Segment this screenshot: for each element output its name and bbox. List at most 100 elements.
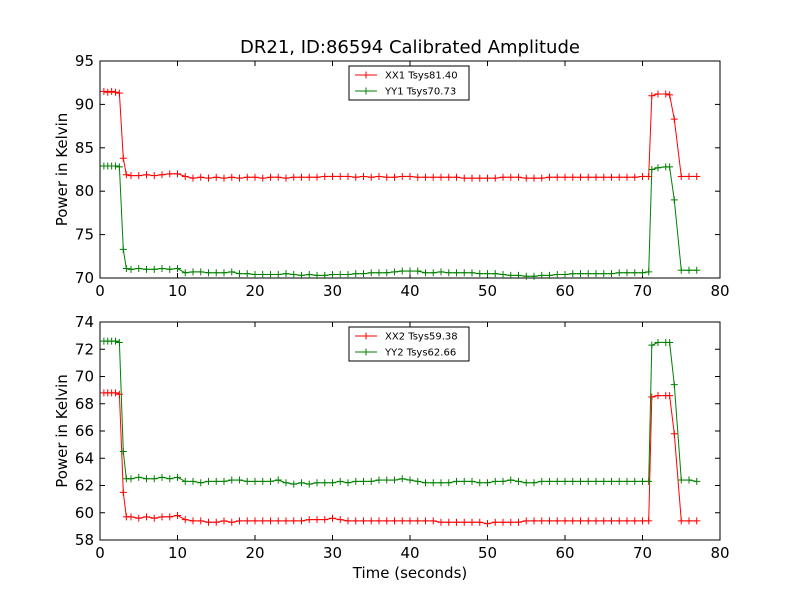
bottom-series-xx2-point <box>538 517 546 525</box>
bottom-series-xx2-point <box>615 517 623 525</box>
bottom-series-yy2-point <box>530 479 538 487</box>
bottom-series-xx2-point <box>220 517 228 525</box>
top-series-xx1-point <box>670 115 678 123</box>
top-x-tick-label: 70 <box>633 282 652 300</box>
top-series-xx1-point <box>119 154 127 162</box>
bottom-series-xx2-point <box>360 517 367 525</box>
top-y-tick-label: 80 <box>75 182 94 200</box>
bottom-y-axis-label: Power in Kelvin <box>53 374 71 488</box>
bottom-series-xx2-point <box>577 517 584 525</box>
bottom-x-tick-label: 60 <box>555 544 574 562</box>
top-series-yy1-point <box>623 269 631 277</box>
top-series-yy1-point <box>259 271 267 279</box>
bottom-series-xx2-point <box>267 517 274 525</box>
bottom-series-yy2-point <box>670 381 678 389</box>
top-y-tick-label: 90 <box>75 95 94 113</box>
top-series-yy1-point <box>538 271 546 279</box>
bottom-series-xx2-point <box>429 517 437 525</box>
top-series-xx1-point <box>476 174 484 182</box>
bottom-y-tick-label: 74 <box>75 313 94 331</box>
top-series-yy1-point <box>648 166 656 173</box>
top-series-xx1-point <box>561 173 569 181</box>
bottom-series-yy2-point <box>305 480 313 488</box>
bottom-series-xx2-point <box>143 513 150 521</box>
top-series-yy1-point <box>329 271 336 279</box>
top-series-yy1-point <box>615 269 623 277</box>
bottom-series-yy2-point <box>274 476 282 484</box>
top-series-xx1-point <box>648 92 656 100</box>
bottom-series-xx2-point <box>414 517 422 525</box>
top-series-xx1-point <box>228 173 236 181</box>
bottom-series-xx2-point <box>654 392 662 400</box>
bottom-series-yy2-point <box>414 477 422 485</box>
bottom-series-yy2-point <box>112 337 119 345</box>
top-series-yy1-point <box>220 269 228 277</box>
bottom-series-yy2-point <box>282 479 290 487</box>
bottom-series-xx2-point <box>561 517 569 525</box>
top-series-xx1-point <box>460 174 468 182</box>
top-series-xx1-point <box>546 173 553 181</box>
top-series-xx1-point <box>654 90 662 98</box>
bottom-series-xx2-point <box>484 520 491 528</box>
bottom-series-yy2-point <box>290 480 298 488</box>
bottom-ticks: 0 10 20 30 40 50 60 70 80 58 60 62 64 66 68 70 72 74 <box>75 313 730 562</box>
top-series-xx1-point <box>685 172 693 180</box>
bottom-series-xx2-point <box>166 513 174 521</box>
top-series-xx1-point <box>122 171 130 179</box>
top-y-tick-label: 95 <box>75 52 94 70</box>
bottom-series-yy2-point <box>115 338 123 346</box>
top-series-yy1-point <box>143 265 150 273</box>
top-y-tick-label: 70 <box>75 269 94 287</box>
bottom-series-yy2-point <box>654 338 662 346</box>
bottom-series-xx2-point <box>313 516 321 524</box>
top-series-yy1-point <box>344 271 352 279</box>
bottom-series-xx2-point <box>189 517 197 525</box>
bottom-series-xx2-point <box>336 516 344 524</box>
top-x-tick-label: 0 <box>95 282 105 300</box>
bottom-series-yy2-point <box>507 476 515 484</box>
bottom-series-xx2-point <box>290 517 298 525</box>
top-y-tick-label: 85 <box>75 139 94 157</box>
bottom-series-yy2-point <box>344 479 352 487</box>
bottom-y-tick-label: 72 <box>75 340 94 358</box>
bottom-series-yy2-point <box>321 479 329 487</box>
top-series-yy1-point <box>391 268 398 276</box>
bottom-series-xx2-point <box>422 517 429 525</box>
top-series-yy1-legend-label: YY1 Tsys70.73 <box>384 87 456 98</box>
bottom-x-tick-label: 50 <box>478 544 497 562</box>
top-series-yy1-point <box>398 267 406 275</box>
bottom-series-xx2-point <box>507 518 515 526</box>
top-series-xx1-point <box>158 171 166 179</box>
top-series-xx1-point <box>112 88 119 96</box>
top-series-yy1-point <box>243 270 251 278</box>
bottom-series-yy2-point <box>251 477 259 485</box>
bottom-x-tick-label: 20 <box>245 544 264 562</box>
top-series-yy1-point <box>476 270 484 278</box>
top-series-xx1-point <box>259 174 267 182</box>
top-series-yy1-point <box>212 269 220 277</box>
top-ticks: 0 10 20 30 40 50 60 70 80 70 75 80 85 90 95 <box>75 52 730 300</box>
bottom-series-yy2-point <box>228 476 236 484</box>
top-series-xx1-point <box>522 174 530 182</box>
top-series-xx1-point <box>243 173 251 181</box>
bottom-series-xx2-point <box>677 517 685 525</box>
top-series-xx1-point <box>336 172 344 180</box>
bottom-series-xx2-point <box>648 393 656 401</box>
bottom-x-tick-label: 30 <box>323 544 342 562</box>
bottom-series-yy2-point <box>666 338 674 346</box>
top-series-xx1-point <box>499 173 507 181</box>
top-series-xx1-point <box>274 173 282 181</box>
bottom-series-xx2-point <box>329 514 336 522</box>
top-series-xx1-point <box>166 170 174 178</box>
bottom-series-yy2-point <box>639 477 646 485</box>
top-x-tick-label: 10 <box>168 282 187 300</box>
bottom-legend: XX2 Tsys59.38 YY2 Tsys62.66 <box>348 326 470 362</box>
bottom-series-yy2-point <box>158 473 166 481</box>
top-series-xx1-point <box>600 173 608 181</box>
top-series-yy1-point <box>515 271 522 279</box>
top-series-xx1-point <box>623 173 631 181</box>
bottom-series-xx2-point <box>305 516 313 524</box>
top-series-xx1-point <box>577 173 584 181</box>
bottom-y-tick-label: 70 <box>75 368 94 386</box>
bottom-series-yy2-point <box>422 479 429 487</box>
